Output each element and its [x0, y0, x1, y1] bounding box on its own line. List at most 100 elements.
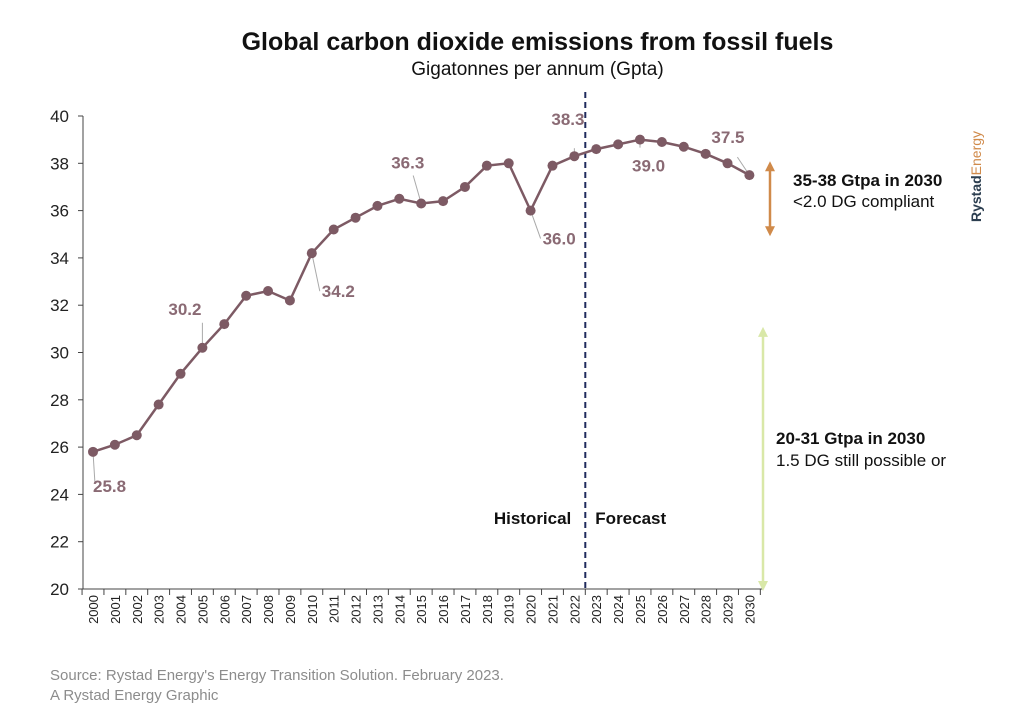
x-tick-label: 2002 — [130, 595, 145, 624]
x-tick-label: 2026 — [655, 595, 670, 624]
x-tick-label: 2025 — [633, 595, 648, 624]
leader-line — [311, 253, 321, 292]
range-label-lower: 20-31 Gtpa in 2030 — [776, 429, 926, 448]
y-tick-label: 38 — [50, 154, 69, 173]
x-tick-label: 2019 — [502, 595, 517, 624]
x-tick-label: 2021 — [545, 595, 560, 624]
emissions-line — [92, 138, 750, 454]
y-tick-label: 36 — [50, 202, 69, 221]
x-tick-label: 2008 — [261, 595, 276, 624]
x-tick-label: 2007 — [239, 595, 254, 624]
data-point — [722, 158, 733, 169]
y-tick-label: 22 — [50, 533, 69, 552]
x-tick-label: 2027 — [677, 595, 692, 624]
x-tick-label: 2017 — [458, 595, 473, 624]
data-point — [175, 368, 186, 379]
x-tick-label: 2013 — [370, 595, 385, 624]
forecast-label: Forecast — [595, 509, 666, 528]
source-line: Source: Rystad Energy's Energy Transitio… — [50, 667, 504, 684]
data-label: 25.8 — [93, 477, 126, 496]
x-tick-label: 2006 — [217, 595, 232, 624]
y-tick-label: 32 — [50, 296, 69, 315]
data-point — [306, 248, 317, 259]
graphic-credit: A Rystad Energy Graphic — [50, 687, 219, 704]
range-arrow-head-down — [758, 581, 768, 591]
x-tick-label: 2014 — [392, 595, 407, 624]
x-tick-label: 2010 — [305, 595, 320, 624]
data-point — [328, 224, 339, 235]
x-tick-label: 2018 — [480, 595, 495, 624]
data-label: 39.0 — [632, 157, 665, 176]
y-tick-label: 28 — [50, 391, 69, 410]
data-point — [613, 139, 624, 150]
range-arrows — [758, 161, 775, 591]
data-point — [459, 181, 470, 192]
data-label: 30.2 — [168, 300, 201, 319]
historical-forecast-divider: Historical Forecast — [494, 92, 667, 589]
range-sublabel-lower: 1.5 DG still possible or — [776, 451, 947, 470]
data-point — [481, 160, 492, 171]
data-point — [635, 134, 645, 145]
data-point — [678, 141, 689, 152]
data-point — [503, 158, 514, 169]
data-label: 36.3 — [391, 154, 424, 173]
x-tick-label: 2024 — [611, 595, 626, 624]
range-sublabel-upper: <2.0 DG compliant — [793, 192, 935, 211]
y-tick-label: 24 — [50, 485, 69, 504]
data-point — [131, 430, 142, 441]
x-tick-label: 2011 — [327, 595, 342, 623]
data-point — [547, 160, 558, 171]
data-point — [263, 286, 274, 297]
x-tick-label: 2001 — [108, 595, 123, 624]
x-tick-label: 2005 — [195, 595, 210, 624]
x-tick-label: 2030 — [742, 595, 757, 624]
data-point — [284, 295, 295, 306]
range-arrow-head-down — [765, 226, 775, 237]
data-label: 34.2 — [322, 282, 355, 301]
range-arrow-lower — [758, 326, 768, 591]
x-tick-label: 2020 — [524, 595, 539, 624]
series-line — [88, 134, 755, 457]
data-point — [591, 144, 602, 155]
data-point — [744, 170, 755, 181]
data-label: 36.0 — [543, 230, 576, 249]
chart-title: Global carbon dioxide emissions from fos… — [241, 28, 834, 56]
range-label-upper: 35-38 Gtpa in 2030 — [793, 171, 943, 190]
data-point — [197, 342, 208, 353]
data-point — [525, 205, 536, 216]
data-point — [241, 290, 252, 301]
data-point — [416, 198, 427, 209]
data-point — [372, 200, 383, 211]
chart-subtitle: Gigatonnes per annum (Gpta) — [411, 59, 664, 80]
y-tick-label: 20 — [50, 580, 69, 599]
x-tick-label: 2015 — [414, 595, 429, 624]
y-tick-label: 26 — [50, 438, 69, 457]
data-point — [438, 196, 449, 207]
data-point — [219, 319, 230, 330]
brand-logo: RystadEnergy — [968, 130, 984, 222]
x-tick-label: 2029 — [721, 595, 736, 624]
range-arrow-head-up — [765, 161, 775, 172]
y-tick-label: 30 — [50, 344, 69, 363]
data-label: 38.3 — [551, 110, 584, 129]
data-labels: 25.8 30.2 34.2 36.3 36.0 38.3 39.0 37.5 — [93, 110, 744, 496]
x-tick-label: 2016 — [436, 595, 451, 624]
data-point — [394, 193, 405, 204]
source-note: Source: Rystad Energy's Energy Transitio… — [50, 666, 504, 706]
leader-line — [92, 451, 96, 484]
data-point — [350, 212, 361, 223]
historical-label: Historical — [494, 509, 571, 528]
data-label: 37.5 — [711, 128, 744, 147]
data-point — [153, 399, 164, 410]
x-tick-label: 2023 — [589, 595, 604, 624]
data-point — [88, 446, 98, 457]
x-tick-label: 2022 — [567, 595, 582, 624]
x-tick-label: 2012 — [349, 595, 364, 624]
x-tick-label: 2009 — [283, 595, 298, 624]
range-arrow-head-up — [758, 326, 768, 337]
data-point — [109, 439, 120, 450]
x-tick-label: 2004 — [174, 595, 189, 624]
y-tick-label: 40 — [50, 107, 69, 126]
